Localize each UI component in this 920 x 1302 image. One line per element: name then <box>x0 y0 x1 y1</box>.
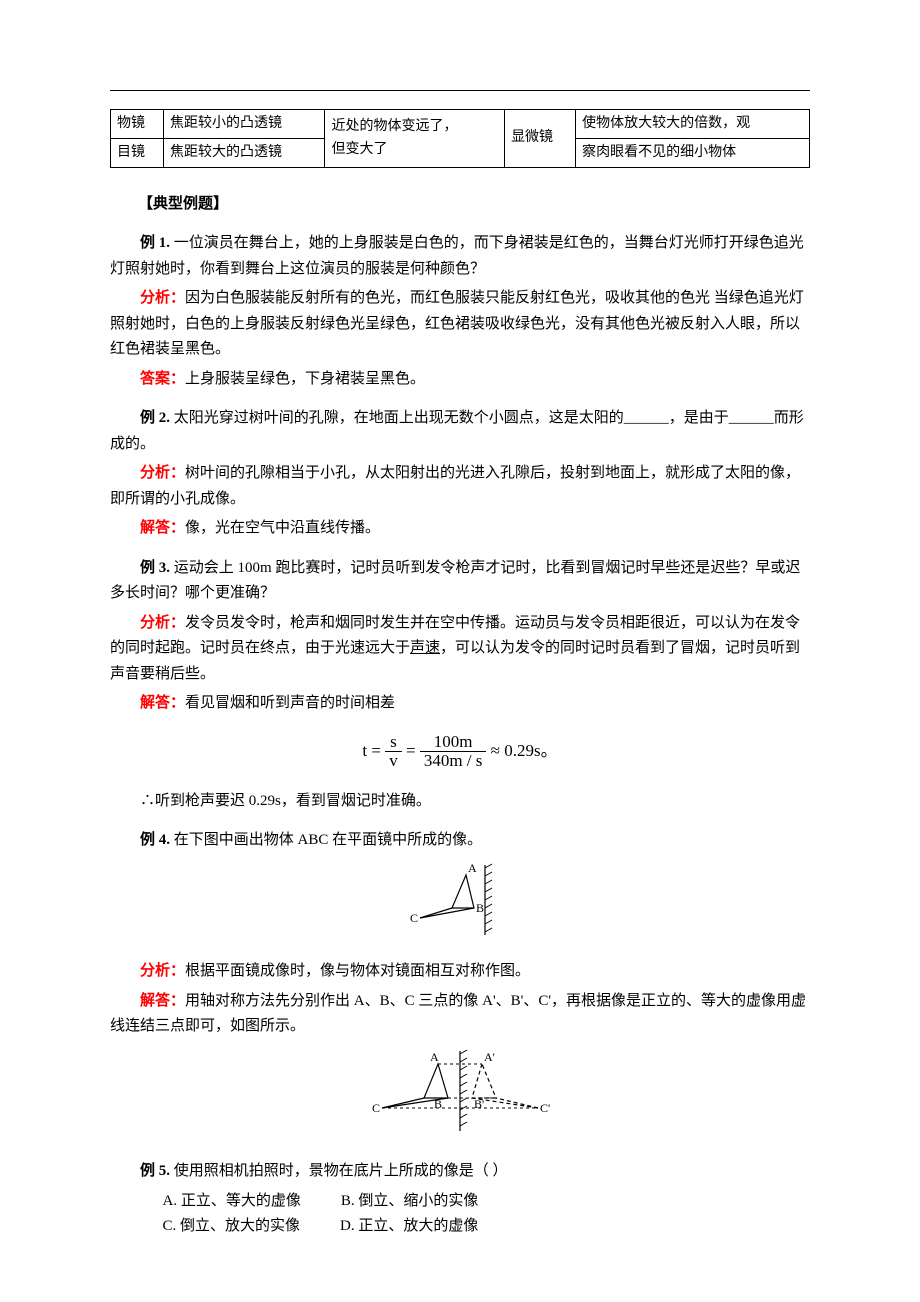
analysis-text: 根据平面镜成像时，像与物体对镜面相互对称作图。 <box>185 963 530 979</box>
svg-text:B': B' <box>474 1097 484 1111</box>
ex4-answer: 解答：用轴对称方法先分别作出 A、B、C 三点的像 A'、B'、C'，再根据像是… <box>110 989 810 1040</box>
ex3-analysis: 分析：发令员发令时，枪声和烟同时发生并在空中传播。运动员与发令员相距很近，可以认… <box>110 611 810 688</box>
ex5-options: A. 正立、等大的虚像 B. 倒立、缩小的实像 C. 倒立、放大的实像 D. 正… <box>163 1189 811 1240</box>
ex5-head: 例 5. 使用照相机拍照时，景物在底片上所成的像是（ ） <box>110 1159 810 1185</box>
cell: 察肉眼看不见的细小物体 <box>576 138 810 167</box>
analysis-text: 因为白色服装能反射所有的色光，而红色服装只能反射红色光，吸收其他的色光 当绿色追… <box>110 290 804 357</box>
ex1-text: 一位演员在舞台上，她的上身服装是白色的，而下身裙装是红色的，当舞台灯光师打开绿色… <box>110 235 804 277</box>
answer-text: 上身服装呈绿色，下身裙装呈黑色。 <box>185 371 425 387</box>
answer-text: 像，光在空气中沿直线传播。 <box>185 520 380 536</box>
ex5-label: 例 5. <box>140 1163 170 1179</box>
lbl-B: B <box>476 901 484 915</box>
frac-den: 340m / s <box>420 752 487 771</box>
frac-den: v <box>385 752 402 771</box>
ex4-label: 例 4. <box>140 832 170 848</box>
analysis-label: 分析： <box>140 465 185 481</box>
answer-label: 解答： <box>140 695 185 711</box>
ex1-analysis: 分析：因为白色服装能反射所有的色光，而红色服装只能反射红色光，吸收其他的色光 当… <box>110 286 810 363</box>
analysis-label: 分析： <box>140 963 185 979</box>
cell: 焦距较小的凸透镜 <box>163 110 325 139</box>
cell-line: 近处的物体变远了， <box>331 119 457 134</box>
analysis-text: 树叶间的孔隙相当于小孔，从太阳射出的光进入孔隙后，投射到地面上，就形成了太阳的像… <box>110 465 800 507</box>
ex1-answer: 答案：上身服装呈绿色，下身裙装呈黑色。 <box>110 367 810 393</box>
ex5-text: 使用照相机拍照时，景物在底片上所成的像是（ ） <box>170 1163 508 1179</box>
table-row: 物镜 焦距较小的凸透镜 近处的物体变远了， 但变大了 显微镜 使物体放大较大的倍… <box>111 110 810 139</box>
answer-label: 答案： <box>140 371 185 387</box>
sound-speed-link[interactable]: 声速 <box>410 640 440 656</box>
ex2-analysis: 分析：树叶间的孔隙相当于小孔，从太阳射出的光进入孔隙后，投射到地面上，就形成了太… <box>110 461 810 512</box>
formula-rhs: ≈ 0.29s。 <box>491 741 558 760</box>
top-rule <box>110 90 810 91</box>
option-a: A. 正立、等大的虚像 <box>163 1189 301 1215</box>
cell: 物镜 <box>111 110 164 139</box>
svg-text:B: B <box>434 1097 442 1111</box>
formula-mid: = <box>406 741 420 760</box>
cell: 焦距较大的凸透镜 <box>163 138 325 167</box>
analysis-label: 分析： <box>140 615 185 631</box>
option-c: C. 倒立、放大的实像 <box>163 1214 301 1240</box>
ex3-answer: 解答：看见冒烟和听到声音的时间相差 <box>110 691 810 717</box>
answer-text: 看见冒烟和听到声音的时间相差 <box>185 695 395 711</box>
ex3-text: 运动会上 100m 跑比赛时，记时员听到发令枪声才记时，比看到冒烟记时早些还是迟… <box>110 560 800 602</box>
lens-table: 物镜 焦距较小的凸透镜 近处的物体变远了， 但变大了 显微镜 使物体放大较大的倍… <box>110 109 810 168</box>
svg-text:A': A' <box>484 1050 495 1064</box>
ex2-text: 太阳光穿过树叶间的孔隙，在地面上出现无数个小圆点，这是太阳的______，是由于… <box>110 410 804 452</box>
svg-text:C: C <box>372 1101 380 1115</box>
ex2-label: 例 2. <box>140 410 170 426</box>
ex4-analysis: 分析：根据平面镜成像时，像与物体对镜面相互对称作图。 <box>110 959 810 985</box>
answer-text: 用轴对称方法先分别作出 A、B、C 三点的像 A'、B'、C'，再根据像是正立的… <box>110 993 806 1035</box>
ex3-label: 例 3. <box>140 560 170 576</box>
svg-text:A: A <box>430 1050 439 1064</box>
ex3-formula: t = s v = 100m 340m / s ≈ 0.29s。 <box>110 733 810 771</box>
frac-100-340: 100m 340m / s <box>420 733 487 771</box>
ex2-answer: 解答：像，光在空气中沿直线传播。 <box>110 516 810 542</box>
cell: 目镜 <box>111 138 164 167</box>
cell: 近处的物体变远了， 但变大了 <box>325 110 505 168</box>
formula-lhs: t = <box>362 741 385 760</box>
cell: 显微镜 <box>505 110 576 168</box>
section-title: 【典型例题】 <box>138 192 810 218</box>
ex1-label: 例 1. <box>140 235 170 251</box>
lbl-C: C <box>410 911 418 925</box>
ex4-diagram-1: A B C <box>110 860 810 950</box>
option-d: D. 正立、放大的虚像 <box>340 1214 478 1240</box>
option-b: B. 倒立、缩小的实像 <box>341 1189 479 1215</box>
cell: 使物体放大较大的倍数，观 <box>576 110 810 139</box>
frac-num: 100m <box>420 733 487 753</box>
analysis-label: 分析： <box>140 290 185 306</box>
ex4-text: 在下图中画出物体 ABC 在平面镜中所成的像。 <box>170 832 482 848</box>
ex4-head: 例 4. 在下图中画出物体 ABC 在平面镜中所成的像。 <box>110 828 810 854</box>
ex3-head: 例 3. 运动会上 100m 跑比赛时，记时员听到发令枪声才记时，比看到冒烟记时… <box>110 556 810 607</box>
ex1-head: 例 1. 一位演员在舞台上，她的上身服装是白色的，而下身裙装是红色的，当舞台灯光… <box>110 231 810 282</box>
cell-line: 但变大了 <box>331 142 387 157</box>
frac-sv: s v <box>385 733 402 771</box>
frac-num: s <box>385 733 402 753</box>
svg-text:C': C' <box>540 1101 550 1115</box>
answer-label: 解答： <box>140 993 185 1009</box>
answer-label: 解答： <box>140 520 185 536</box>
ex4-diagram-2: A B C A' B' C' <box>110 1046 810 1146</box>
lbl-A: A <box>468 861 477 875</box>
ex3-conclusion: ∴听到枪声要迟 0.29s，看到冒烟记时准确。 <box>110 789 810 815</box>
ex2-head: 例 2. 太阳光穿过树叶间的孔隙，在地面上出现无数个小圆点，这是太阳的_____… <box>110 406 810 457</box>
